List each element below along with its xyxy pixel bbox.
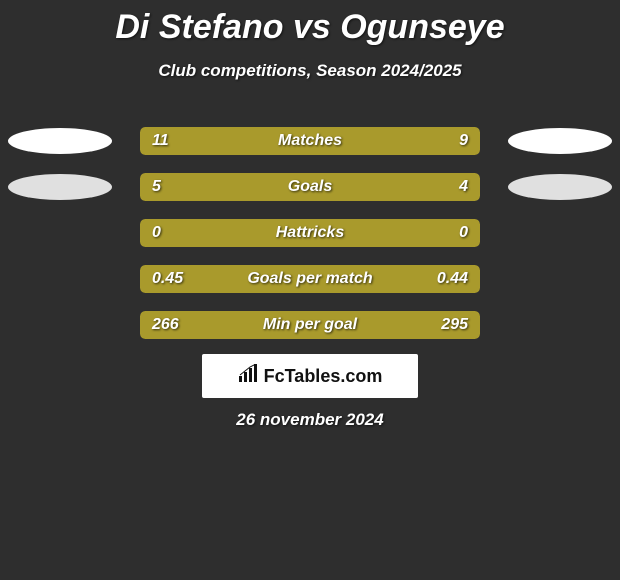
bar-left-fill xyxy=(140,311,301,339)
stat-row: Min per goal266295 xyxy=(0,302,620,348)
stat-row: Hattricks00 xyxy=(0,210,620,256)
bar-left-fill xyxy=(140,173,329,201)
footer-date: 26 november 2024 xyxy=(0,410,620,430)
bar-left-fill xyxy=(140,265,312,293)
page-subtitle: Club competitions, Season 2024/2025 xyxy=(0,61,620,81)
player-ellipse-right xyxy=(508,128,612,154)
player-ellipse-left xyxy=(8,128,112,154)
player-ellipse-right xyxy=(508,174,612,200)
logo-text: FcTables.com xyxy=(264,366,383,387)
bar-right-fill xyxy=(329,173,480,201)
bar-right-fill xyxy=(327,127,480,155)
stat-bar: Hattricks00 xyxy=(140,219,480,247)
stat-row: Goals54 xyxy=(0,164,620,210)
bar-left-fill xyxy=(140,127,327,155)
bar-right-fill xyxy=(310,219,480,247)
stat-bar: Goals per match0.450.44 xyxy=(140,265,480,293)
chart-icon xyxy=(238,364,260,389)
stat-bar: Min per goal266295 xyxy=(140,311,480,339)
stat-bar: Goals54 xyxy=(140,173,480,201)
stat-row: Matches119 xyxy=(0,118,620,164)
logo-box: FcTables.com xyxy=(202,354,418,398)
page-title: Di Stefano vs Ogunseye xyxy=(0,0,620,47)
bar-right-fill xyxy=(301,311,480,339)
comparison-infographic: Di Stefano vs Ogunseye Club competitions… xyxy=(0,0,620,580)
stat-bar: Matches119 xyxy=(140,127,480,155)
stat-row: Goals per match0.450.44 xyxy=(0,256,620,302)
bar-left-fill xyxy=(140,219,310,247)
player-ellipse-left xyxy=(8,174,112,200)
bar-right-fill xyxy=(312,265,480,293)
stat-rows: Matches119 Goals54 Hattricks00 Goals per ma… xyxy=(0,118,620,348)
